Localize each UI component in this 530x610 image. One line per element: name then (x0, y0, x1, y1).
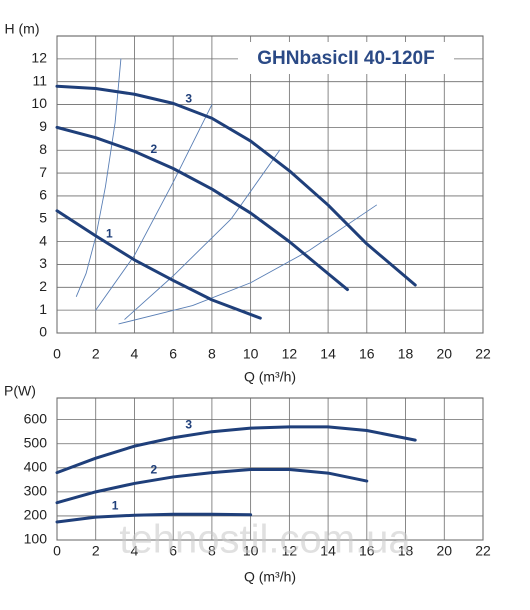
system-curve (124, 149, 281, 320)
y-tick-label: 7 (39, 164, 47, 180)
y-tick-label: 200 (24, 507, 48, 523)
y-tick-label: 100 (24, 531, 48, 547)
y-tick-label: 400 (24, 458, 48, 474)
x-tick-label: 18 (398, 543, 414, 559)
pump-curve (55, 209, 262, 320)
system-curve (118, 204, 377, 325)
x-tick-label: 14 (320, 346, 336, 362)
x-axis-title: Q (m³/h) (244, 569, 296, 585)
x-tick-label: 6 (169, 346, 177, 362)
y-tick-label: 3 (39, 255, 47, 271)
curve-label: 1 (106, 226, 113, 240)
y-tick-label: 5 (39, 209, 47, 225)
x-tick-label: 12 (282, 346, 298, 362)
x-tick-label: 22 (475, 543, 491, 559)
x-tick-label: 10 (243, 543, 259, 559)
title-backdrop (238, 42, 454, 74)
y-tick-label: 10 (31, 95, 47, 111)
x-tick-label: 14 (320, 543, 336, 559)
pump-curve (55, 467, 369, 505)
pump-curve (55, 512, 253, 524)
x-tick-label: 8 (208, 543, 216, 559)
y-tick-label: 2 (39, 278, 47, 294)
y-axis-title: H (m) (5, 21, 40, 37)
y-tick-label: 9 (39, 118, 47, 134)
x-tick-label: 2 (92, 346, 100, 362)
system-curve (75, 58, 122, 297)
x-tick-label: 2 (92, 543, 100, 559)
x-tick-label: 16 (359, 543, 375, 559)
y-tick-label: 500 (24, 434, 48, 450)
x-tick-label: 0 (53, 346, 61, 362)
x-tick-label: 8 (208, 346, 216, 362)
system-curve (95, 104, 213, 311)
pump-curve (55, 84, 417, 287)
y-tick-label: 600 (24, 410, 48, 426)
curve-label: 1 (112, 498, 119, 512)
x-tick-label: 18 (398, 346, 414, 362)
curve-label: 2 (150, 142, 157, 156)
y-tick-label: 4 (39, 232, 47, 248)
curve-label: 3 (185, 92, 192, 106)
x-tick-label: 16 (359, 346, 375, 362)
y-axis-title: P(W) (4, 383, 36, 399)
x-tick-label: 20 (436, 346, 452, 362)
x-axis-title: Q (m³/h) (244, 369, 296, 385)
y-tick-label: 300 (24, 483, 48, 499)
x-tick-label: 20 (436, 543, 452, 559)
pump-curve (55, 425, 417, 475)
y-tick-label: 1 (39, 301, 47, 317)
x-tick-label: 10 (243, 346, 259, 362)
watermark: tehnostil.com.ua (119, 518, 411, 562)
x-tick-label: 22 (475, 346, 491, 362)
y-tick-label: 11 (32, 72, 47, 88)
y-tick-label: 0 (39, 324, 47, 340)
x-tick-label: 0 (53, 543, 61, 559)
y-tick-label: 8 (39, 141, 47, 157)
chart-title: GHNbasicII 40-120F (257, 48, 434, 69)
x-tick-label: 4 (131, 543, 139, 559)
curve-label: 2 (150, 462, 157, 476)
curve-label: 3 (185, 417, 192, 431)
pump-curve (55, 125, 349, 292)
x-tick-label: 6 (169, 543, 177, 559)
plot-frame (56, 35, 484, 334)
x-tick-label: 4 (131, 346, 139, 362)
x-tick-label: 12 (282, 543, 298, 559)
y-tick-label: 6 (39, 187, 47, 203)
y-tick-label: 12 (31, 50, 47, 66)
